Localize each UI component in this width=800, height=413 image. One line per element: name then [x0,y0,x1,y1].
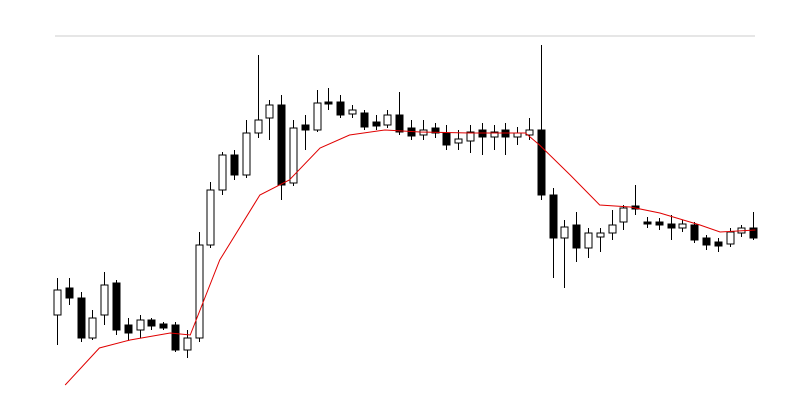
candle-body [454,138,463,144]
candle-body [171,324,180,351]
candle-body [572,224,581,249]
candle-body [525,129,534,136]
candle-body [560,226,569,239]
candle-body [478,129,487,138]
candle-body [431,127,440,134]
candle-body [608,224,617,234]
candle-body [136,319,145,331]
candle-body [183,337,192,351]
candle-body [277,104,286,186]
candle-body [395,114,404,133]
candle-body [195,244,204,339]
candle-body [88,317,97,339]
candle-body [124,324,133,334]
candle-body [726,231,735,245]
candle-body [667,223,676,229]
candle-body [702,237,711,246]
candle-body [206,189,215,246]
candle-body [53,289,62,316]
candle-body [383,114,392,126]
candle-body [324,101,333,105]
candle-body [218,154,227,191]
candle-body [501,129,510,138]
candle-body [513,132,522,138]
candle-body [490,131,499,138]
candle-body [100,284,109,316]
candle-body [289,127,298,184]
candle-body [584,232,593,249]
candle-body [714,241,723,247]
candle-body [301,124,310,131]
moving-average-line [64,129,756,386]
candle-body [690,224,699,241]
candle-body [549,194,558,239]
candle-body [265,104,274,119]
candle-body [619,207,628,223]
candle-body [65,287,74,299]
candle-body [348,109,357,115]
candle-body [442,132,451,146]
candle-body [372,121,381,127]
candle-body [77,297,86,339]
candle-body [678,223,687,229]
candle-body [230,154,239,176]
candle-body [360,112,369,128]
candle-body [147,319,156,327]
candle-body [537,129,546,196]
candle-body [242,132,251,176]
candle-body [336,101,345,116]
candle-body [643,221,652,225]
candle-body [749,227,758,239]
candle-body [313,102,322,131]
candle-body [466,131,475,142]
candle-body [254,119,263,134]
candle-body [596,232,605,238]
candle-body [159,323,168,329]
candle-body [112,282,121,331]
candle-body [655,221,664,226]
